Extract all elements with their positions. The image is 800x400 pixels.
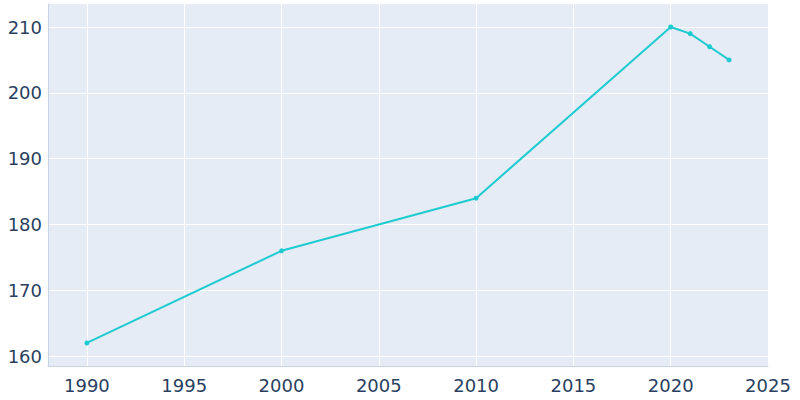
svg-text:1995: 1995 <box>161 375 207 396</box>
svg-text:190: 190 <box>8 148 42 169</box>
svg-text:2015: 2015 <box>550 375 596 396</box>
svg-text:1990: 1990 <box>64 375 110 396</box>
svg-text:2005: 2005 <box>356 375 402 396</box>
svg-text:2020: 2020 <box>648 375 694 396</box>
svg-text:210: 210 <box>8 17 42 38</box>
svg-text:160: 160 <box>8 346 42 367</box>
svg-text:2025: 2025 <box>745 375 791 396</box>
svg-text:2000: 2000 <box>259 375 305 396</box>
svg-text:170: 170 <box>8 280 42 301</box>
svg-text:2010: 2010 <box>453 375 499 396</box>
svg-text:180: 180 <box>8 214 42 235</box>
svg-text:200: 200 <box>8 82 42 103</box>
